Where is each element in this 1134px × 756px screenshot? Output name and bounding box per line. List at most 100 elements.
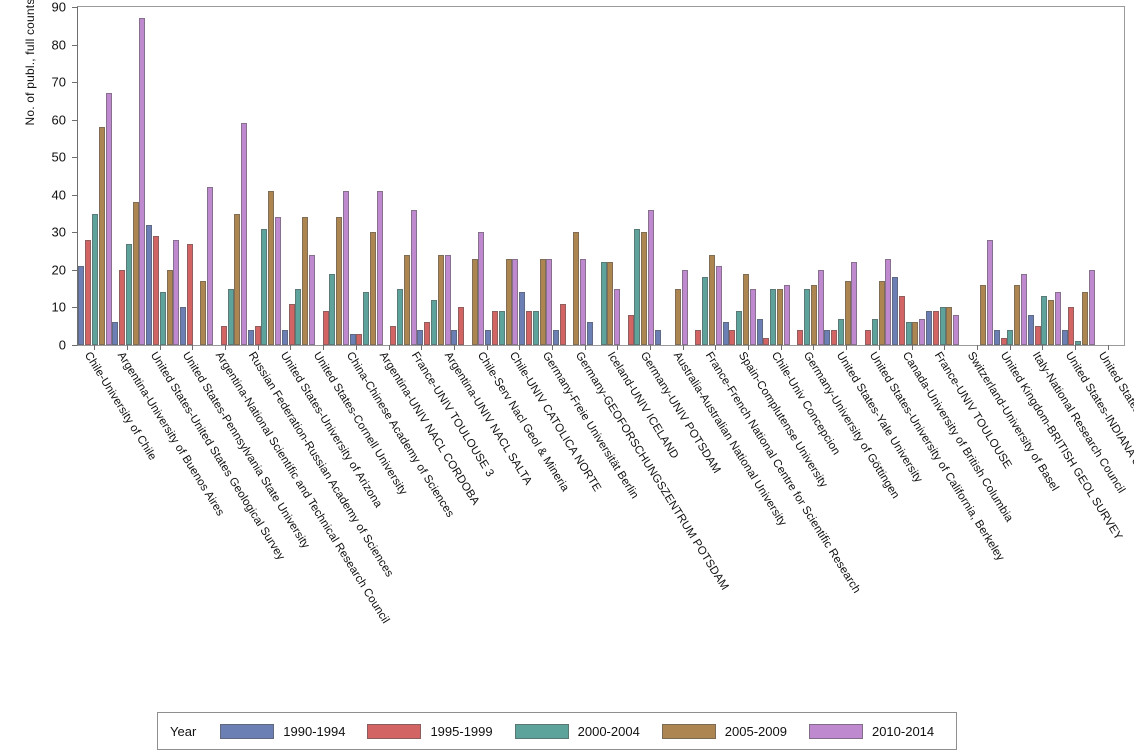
x-tick-mark — [274, 345, 307, 350]
bar — [546, 258, 553, 345]
legend-item[interactable]: 1995-1999 — [367, 723, 493, 739]
bar — [837, 318, 844, 345]
bar — [648, 209, 655, 345]
x-tick-mark — [372, 345, 405, 350]
x-tick-mark — [1091, 345, 1124, 350]
bar-group — [417, 7, 451, 345]
y-tick-label: 80 — [51, 37, 66, 53]
legend-swatch — [367, 723, 422, 739]
bar — [1014, 284, 1021, 345]
y-tick-mark — [72, 119, 77, 121]
bar — [512, 258, 519, 345]
bar-group — [892, 7, 926, 345]
legend-item[interactable]: 2010-2014 — [808, 723, 934, 739]
bar — [308, 254, 315, 345]
bar — [275, 217, 282, 345]
legend-swatch — [220, 723, 275, 739]
bar — [91, 213, 98, 345]
bar — [329, 273, 336, 345]
bar — [186, 243, 193, 345]
bar — [261, 228, 268, 345]
bar-group — [553, 7, 587, 345]
legend-title: Year — [170, 723, 197, 739]
y-tick-mark — [72, 82, 77, 84]
bar — [207, 187, 214, 345]
bar — [1088, 269, 1095, 345]
x-tick-mark — [307, 345, 340, 350]
bar — [227, 288, 234, 345]
x-tick-mark — [895, 345, 928, 350]
bar — [247, 329, 254, 345]
bar — [654, 329, 661, 345]
bar — [641, 232, 648, 345]
bar — [363, 292, 370, 345]
bar — [410, 209, 417, 345]
bar — [376, 191, 383, 345]
bar — [336, 217, 343, 345]
bar — [295, 288, 302, 345]
bar — [770, 288, 777, 345]
bar — [905, 322, 912, 345]
bar — [1034, 326, 1041, 345]
x-tick-mark — [666, 345, 699, 350]
x-tick-mark — [1059, 345, 1092, 350]
bar — [119, 269, 126, 345]
x-tick-mark — [797, 345, 830, 350]
bar — [559, 303, 566, 345]
bar — [946, 307, 953, 345]
x-tick-mark — [993, 345, 1026, 350]
bar-group — [756, 7, 790, 345]
y-tick-label: 90 — [51, 0, 66, 15]
bar-group — [315, 7, 349, 345]
bar — [139, 18, 146, 345]
legend-item[interactable]: 2005-2009 — [661, 723, 787, 739]
x-tick-mark — [503, 345, 536, 350]
bar — [675, 288, 682, 345]
bar-group — [180, 7, 214, 345]
bar — [715, 266, 722, 345]
bar — [125, 243, 132, 345]
legend-item[interactable]: 1990-1994 — [220, 723, 346, 739]
x-tick-mark — [536, 345, 569, 350]
bar — [159, 292, 166, 345]
bar — [783, 284, 790, 345]
bar — [390, 326, 397, 345]
legend-swatch — [661, 723, 716, 739]
bar — [865, 329, 872, 345]
bar — [980, 284, 987, 345]
bar — [810, 284, 817, 345]
bar — [356, 333, 363, 345]
legend-label: 2005-2009 — [724, 723, 787, 739]
bar — [173, 239, 180, 345]
bar — [424, 322, 431, 345]
y-tick-label: 40 — [51, 187, 66, 203]
bar — [98, 127, 105, 345]
legend-item[interactable]: 2000-2004 — [514, 723, 640, 739]
y-tick-mark — [72, 232, 77, 234]
bar — [1027, 314, 1034, 345]
y-tick-label: 10 — [51, 299, 66, 315]
x-tick-mark — [961, 345, 994, 350]
bar — [939, 307, 946, 345]
bar — [729, 329, 736, 345]
bar — [485, 329, 492, 345]
bar-group — [349, 7, 383, 345]
bar — [600, 262, 607, 345]
bar — [634, 228, 641, 345]
bar — [763, 337, 770, 345]
bar-group — [485, 7, 519, 345]
bar-group — [247, 7, 282, 345]
x-tick-mark — [863, 345, 896, 350]
bar — [492, 311, 499, 345]
legend-label: 1990-1994 — [283, 723, 346, 739]
x-tick-mark — [699, 345, 732, 350]
x-tick-mark — [78, 345, 111, 350]
x-tick-mark — [1026, 345, 1059, 350]
bar — [342, 191, 349, 345]
bar-group — [790, 7, 824, 345]
legend-label: 1995-1999 — [430, 723, 493, 739]
x-tick-mark — [470, 345, 503, 350]
bar — [871, 318, 878, 345]
y-tick-mark — [72, 194, 77, 196]
